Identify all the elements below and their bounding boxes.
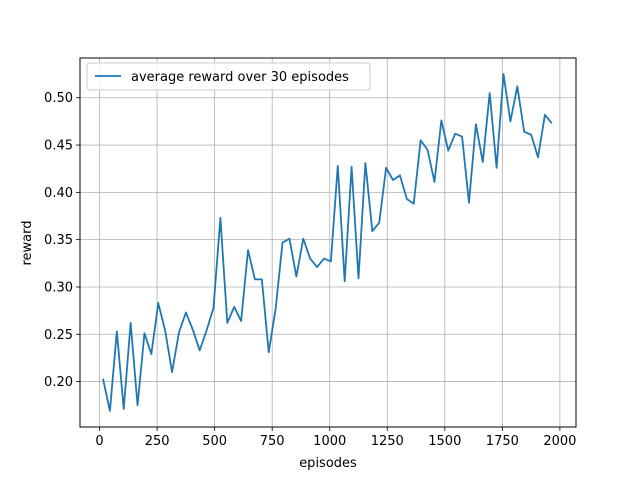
grid xyxy=(80,58,576,427)
x-axis-title: episodes xyxy=(299,456,357,471)
y-tick-label: 0.50 xyxy=(44,91,73,106)
series-line xyxy=(102,73,553,412)
legend-box xyxy=(86,62,371,91)
x-tick-label: 1500 xyxy=(428,434,461,449)
y-tick-label: 0.30 xyxy=(44,280,73,295)
y-axis-title: reward xyxy=(20,220,35,265)
legend: average reward over 30 episodes xyxy=(86,62,371,91)
plot-frame xyxy=(79,57,577,428)
y-tick-label: 0.35 xyxy=(44,233,73,248)
y-tick-label: 0.40 xyxy=(44,186,73,201)
legend-label: average reward over 30 episodes xyxy=(131,70,349,85)
x-tick-label: 2000 xyxy=(543,434,576,449)
x-tick-label: 500 xyxy=(202,434,227,449)
x-tick-label: 0 xyxy=(95,434,103,449)
y-tick-label: 0.20 xyxy=(44,375,73,390)
y-axis-ticks: 0.20 0.25 0.30 0.35 0.40 0.45 0.50 xyxy=(44,91,80,390)
x-tick-label: 1000 xyxy=(313,434,346,449)
x-tick-label: 1750 xyxy=(486,434,519,449)
x-tick-label: 750 xyxy=(260,434,285,449)
y-tick-label: 0.45 xyxy=(44,139,73,154)
y-tick-label: 0.25 xyxy=(44,328,73,343)
x-tick-label: 1250 xyxy=(371,434,404,449)
x-axis-ticks: 0 250 500 750 1000 1250 1500 1750 2000 xyxy=(95,427,576,449)
series-layer xyxy=(102,73,553,412)
x-tick-label: 250 xyxy=(145,434,170,449)
